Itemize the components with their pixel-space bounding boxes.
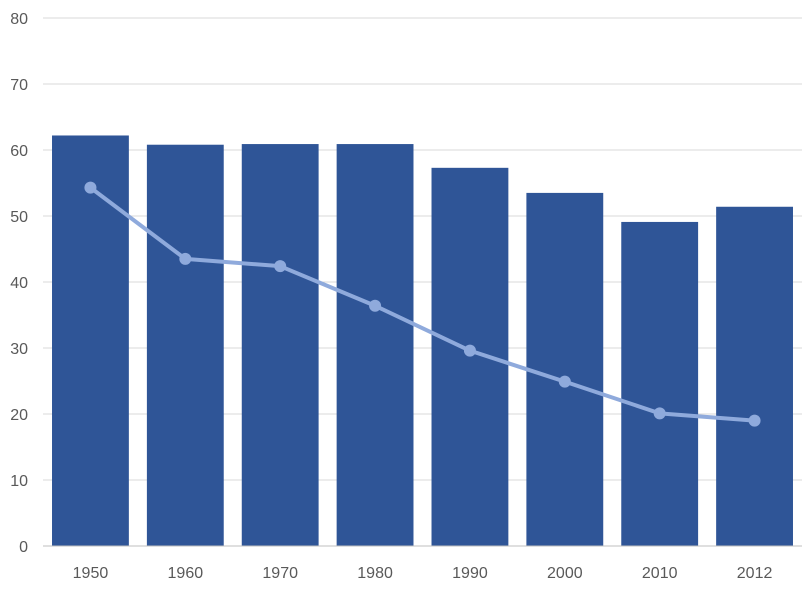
line-point-2010: [653, 407, 666, 420]
bar-1990: [431, 167, 509, 546]
y-tick-label: 0: [19, 539, 28, 556]
x-tick-label: 1950: [73, 565, 109, 582]
x-tick-label: 2000: [547, 565, 583, 582]
bar-1980: [336, 144, 414, 546]
line-point-1950: [84, 181, 97, 194]
bar-2000: [526, 192, 604, 546]
line-point-1970: [274, 260, 287, 273]
y-tick-label: 70: [10, 77, 28, 94]
bar-1960: [146, 144, 224, 546]
line-point-1960: [179, 252, 192, 265]
line-series: [84, 181, 761, 427]
bar-2010: [621, 221, 699, 546]
bar-2012: [716, 206, 793, 546]
y-tick-label: 30: [10, 341, 28, 358]
y-tick-label: 50: [10, 209, 28, 226]
line-path: [88, 185, 757, 423]
line-point-2012: [748, 414, 761, 427]
line-point-1990: [463, 344, 476, 357]
y-tick-label: 20: [10, 407, 28, 424]
y-tick-label: 10: [10, 473, 28, 490]
y-axis-ticks: 0 10 20 30 40 50 60 70 80: [10, 11, 28, 556]
y-tick-label: 80: [10, 11, 28, 28]
x-tick-label: 1980: [357, 565, 393, 582]
y-tick-label: 60: [10, 143, 28, 160]
x-axis-ticks: 1950 1960 1970 1980 1990 2000 2010 2012: [73, 565, 773, 582]
x-tick-label: 1960: [168, 565, 204, 582]
x-tick-label: 1990: [452, 565, 488, 582]
bar-1950: [52, 135, 129, 547]
x-tick-label: 1970: [262, 565, 298, 582]
x-tick-label: 2010: [642, 565, 678, 582]
line-point-2000: [558, 375, 571, 388]
y-tick-label: 40: [10, 275, 28, 292]
bar-1970: [241, 144, 319, 546]
bar-series: [52, 135, 793, 547]
x-tick-label: 2012: [737, 565, 773, 582]
line-point-1980: [369, 299, 382, 312]
